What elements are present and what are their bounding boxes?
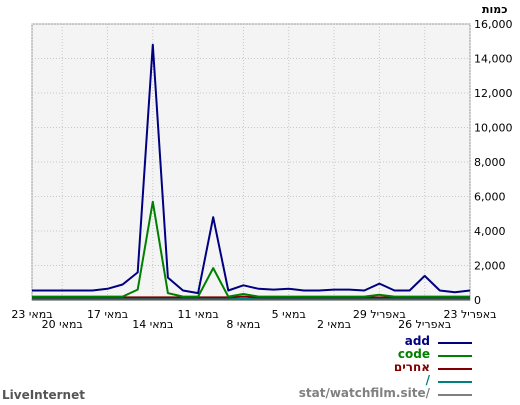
x-tick-label: 5 במאי xyxy=(272,308,306,321)
y-tick-label: 12,000 xyxy=(474,87,513,100)
legend-label-others: אחרים xyxy=(393,360,430,374)
legend-swatch-code xyxy=(438,355,472,357)
x-tick-label: 8 במאי xyxy=(226,318,260,331)
y-tick-label: 14,000 xyxy=(474,53,513,66)
x-tick-label: 14 במאי xyxy=(132,318,173,331)
series-lines xyxy=(32,43,471,301)
y-tick-label: 16,000 xyxy=(474,18,513,31)
legend-swatch-page xyxy=(438,394,472,396)
y-axis-title: כמות xyxy=(482,3,507,16)
legend-swatch-root xyxy=(438,381,472,383)
x-tick-label: 23 באפריל xyxy=(443,308,496,321)
series-line-0 xyxy=(32,43,471,295)
y-tick-label: 8,000 xyxy=(474,156,506,169)
x-tick-label: 20 במאי xyxy=(42,318,83,331)
x-tick-label: 23 במאי xyxy=(11,308,52,321)
y-tick-label: 10,000 xyxy=(474,122,513,135)
y-tick-label: 4,000 xyxy=(474,225,506,238)
brand-label: LiveInternet xyxy=(2,388,85,402)
x-tick-label: 2 במאי xyxy=(317,318,351,331)
y-tick-label: 2,000 xyxy=(474,260,506,273)
y-tick-label: 6,000 xyxy=(474,191,506,204)
legend-swatch-others xyxy=(438,368,472,370)
x-tick-label: 11 במאי xyxy=(178,308,219,321)
y-axis-ticks: 0 2,000 4,000 6,000 8,000 10,000 12,000 14,000 1… xyxy=(474,18,513,307)
y-tick-label: 0 xyxy=(474,294,481,307)
x-tick-label: 29 באפריל xyxy=(353,308,406,321)
series-line-1 xyxy=(32,200,470,298)
legend-label-page: stat/watchfilm.site/ xyxy=(298,386,430,400)
legend-swatch-add xyxy=(438,342,472,344)
legend-label-code: code xyxy=(397,347,430,361)
legend-label-add: add xyxy=(404,334,430,348)
x-tick-label: 17 במאי xyxy=(87,308,128,321)
legend-label-root: / xyxy=(425,373,430,387)
x-tick-label: 26 באפריל xyxy=(398,318,451,331)
